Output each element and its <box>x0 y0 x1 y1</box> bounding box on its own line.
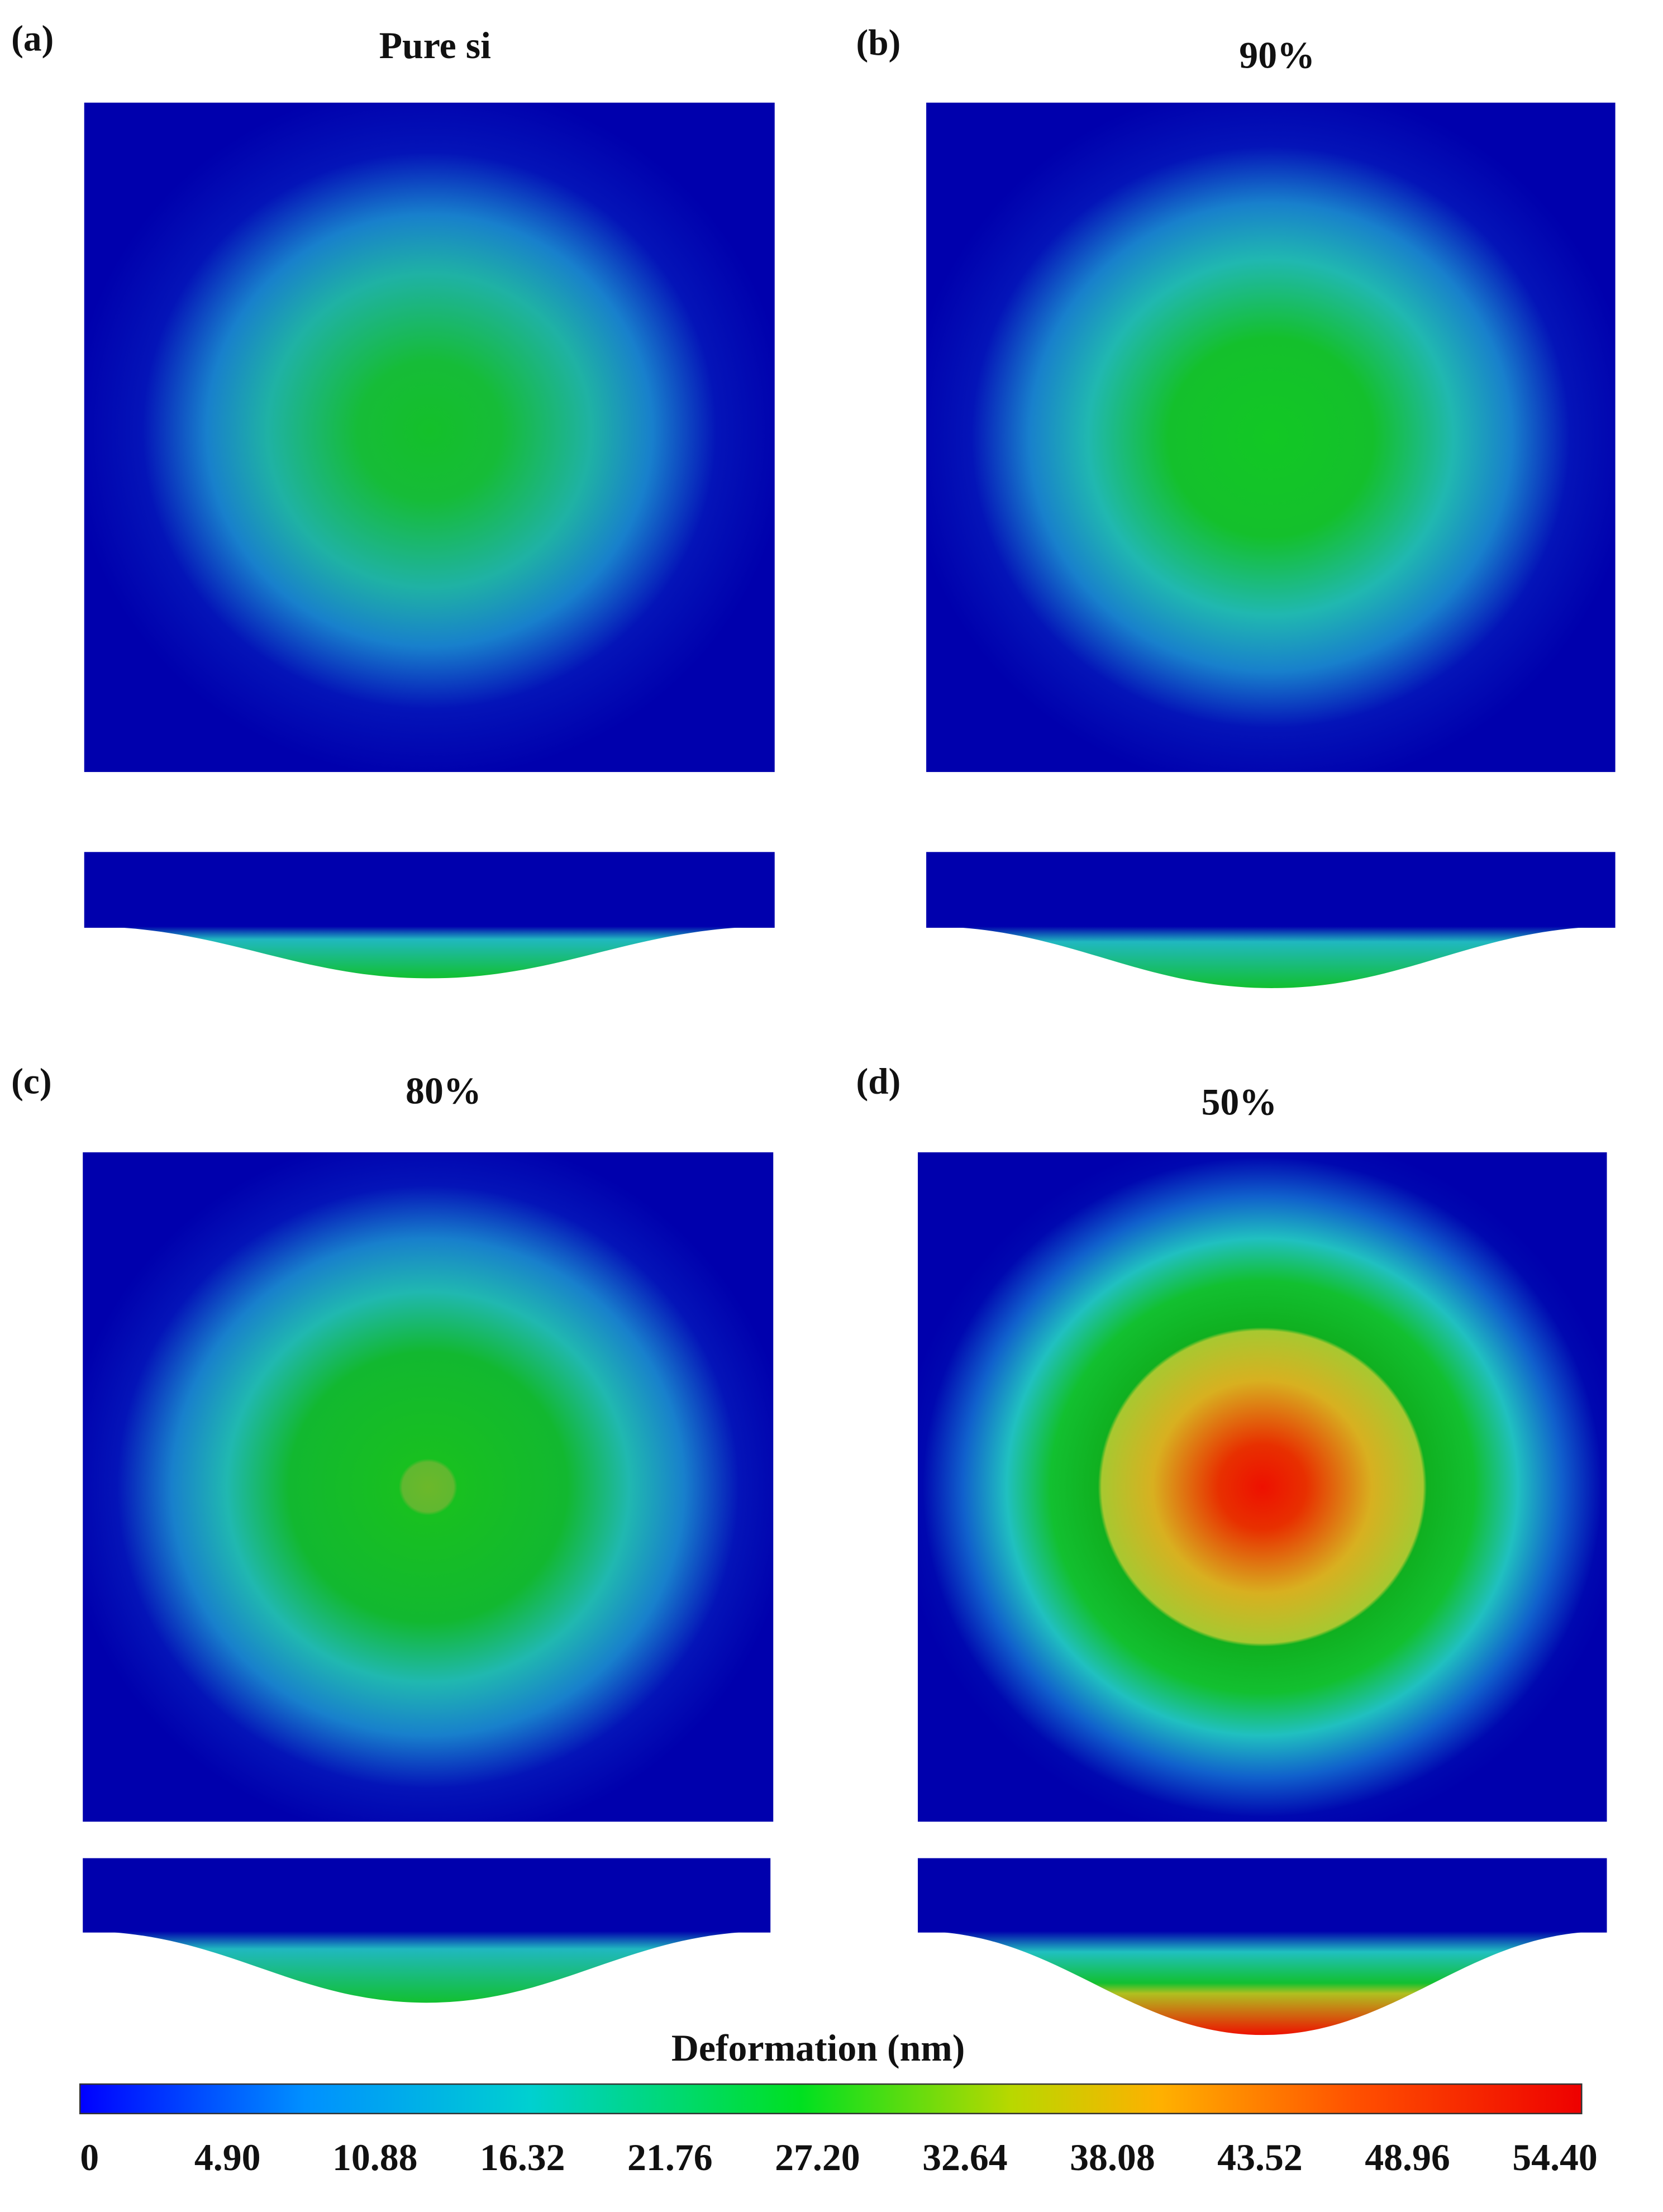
colorbar <box>79 2083 1583 2115</box>
top-view <box>926 102 1616 773</box>
colorbar-tick-label: 48.96 <box>1365 2137 1450 2178</box>
section-bulge <box>84 926 775 979</box>
colorbar-tick-label: 43.52 <box>1217 2137 1303 2178</box>
panel-label: (a) <box>11 19 54 59</box>
top-view <box>83 1152 774 1822</box>
section-bulge <box>83 1931 771 2003</box>
section-view <box>84 852 775 928</box>
top-view <box>918 1152 1607 1822</box>
colorbar-tick-label: 0 <box>80 2137 99 2178</box>
colorbar-tick-label: 4.90 <box>194 2137 261 2178</box>
panel-title: Pure si <box>379 25 491 66</box>
section-view <box>83 1858 771 1933</box>
section-bulge <box>918 1931 1607 2035</box>
colorbar-tick-label: 54.40 <box>1512 2137 1598 2178</box>
panel-label: (d) <box>856 1061 900 1102</box>
colorbar-ticks: 0 4.90 10.88 16.32 21.76 27.20 32.64 38.08 43.52… <box>80 2137 1598 2178</box>
section-view <box>918 1858 1607 1933</box>
panel-title: 80% <box>406 1070 482 1112</box>
section-bulge <box>926 926 1616 988</box>
section-view <box>926 852 1616 928</box>
colorbar-tick-label: 21.76 <box>627 2137 713 2178</box>
panel-title: 50% <box>1201 1081 1277 1123</box>
colorbar-title: Deformation (nm) <box>671 2027 965 2069</box>
panel-label: (b) <box>856 23 900 63</box>
colorbar-tick-label: 10.88 <box>332 2137 418 2178</box>
colorbar-tick-label: 16.32 <box>480 2137 565 2178</box>
panel-title: 90% <box>1239 34 1315 76</box>
top-view <box>84 102 775 773</box>
panel-label: (c) <box>11 1061 51 1102</box>
colorbar-tick-label: 32.64 <box>922 2137 1008 2178</box>
colorbar-tick-label: 38.08 <box>1070 2137 1155 2178</box>
colorbar-tick-label: 27.20 <box>775 2137 860 2178</box>
